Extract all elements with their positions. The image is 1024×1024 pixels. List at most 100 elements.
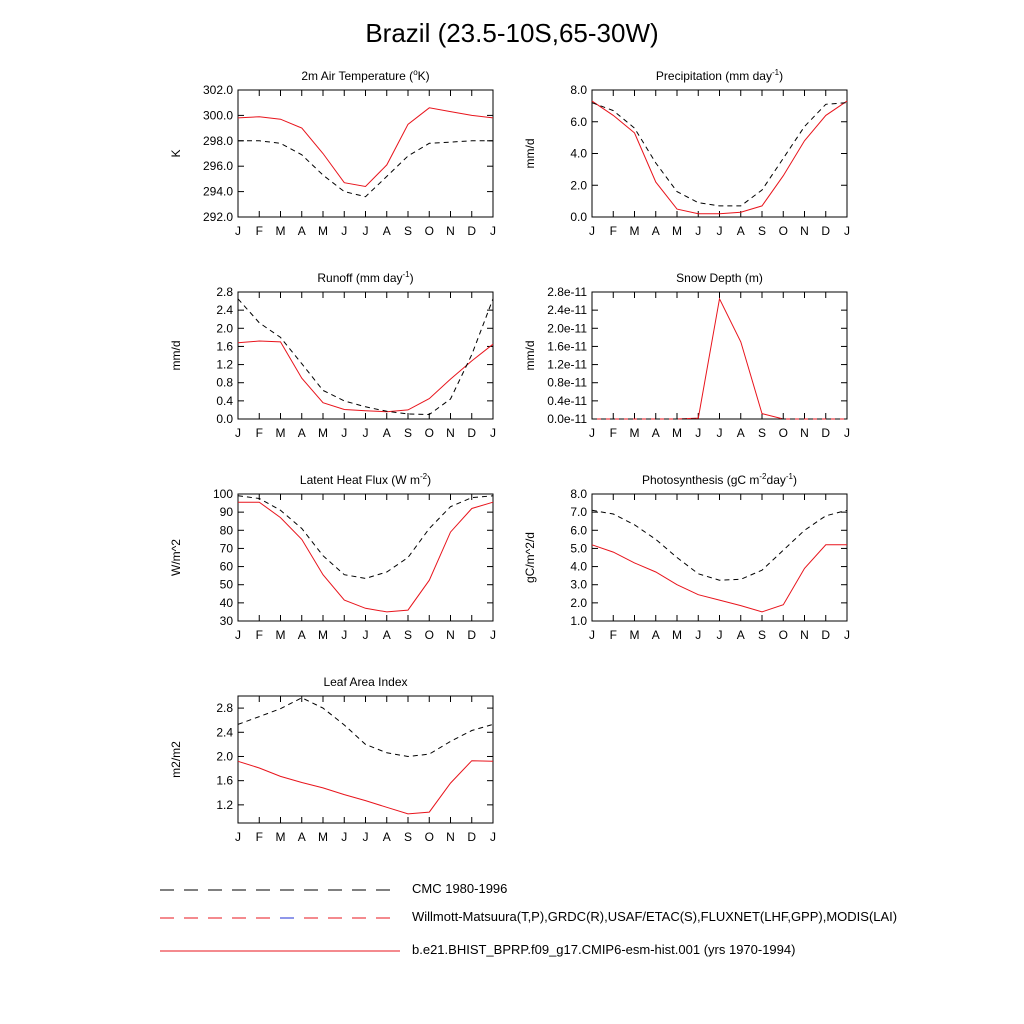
y-tick-label: 0.4e-11 bbox=[547, 394, 587, 408]
x-tick-label: M bbox=[672, 628, 682, 642]
x-tick-label: J bbox=[341, 426, 347, 440]
x-tick-label: S bbox=[404, 830, 412, 844]
x-tick-label: S bbox=[404, 628, 412, 642]
x-tick-label: F bbox=[256, 628, 263, 642]
x-tick-label: F bbox=[256, 224, 263, 238]
y-axis-label: m2/m2 bbox=[169, 741, 183, 778]
y-tick-label: 0.8e-11 bbox=[547, 376, 587, 390]
y-tick-label: 1.2 bbox=[216, 358, 233, 372]
y-tick-label: 302.0 bbox=[203, 83, 233, 97]
x-tick-label: M bbox=[318, 426, 328, 440]
x-tick-label: A bbox=[383, 628, 391, 642]
legend-label-cmc: CMC 1980-1996 bbox=[412, 881, 508, 896]
y-tick-label: 100 bbox=[213, 487, 233, 501]
y-tick-label: 4.0 bbox=[570, 560, 587, 574]
y-tick-label: 8.0 bbox=[570, 83, 587, 97]
series-line-obs bbox=[238, 140, 493, 198]
y-axis-label: mm/d bbox=[523, 341, 537, 371]
x-tick-label: A bbox=[298, 628, 306, 642]
x-tick-label: J bbox=[363, 224, 369, 238]
y-tick-label: 1.0 bbox=[570, 614, 587, 628]
series-line-model bbox=[237, 107, 494, 188]
series-line-obs bbox=[591, 509, 848, 581]
y-tick-label: 70 bbox=[220, 541, 234, 555]
series-line-model bbox=[237, 340, 494, 413]
panel-title: Latent Heat Flux (W m-2) bbox=[300, 472, 431, 487]
panel-runoff: Runoff (mm day-1) mm/d 0.0 0.4 0.8 1.2 1.6 2.0 2… bbox=[169, 270, 496, 440]
panel-title: Runoff (mm day-1) bbox=[317, 270, 413, 285]
x-tick-label: J bbox=[589, 628, 595, 642]
y-tick-label: 300.0 bbox=[203, 108, 233, 122]
x-tick-label: D bbox=[821, 628, 830, 642]
x-tick-label: A bbox=[737, 224, 745, 238]
x-tick-label: S bbox=[758, 426, 766, 440]
y-axis-label: W/m^2 bbox=[169, 539, 183, 576]
x-tick-label: F bbox=[610, 628, 617, 642]
x-tick-label: J bbox=[363, 830, 369, 844]
x-tick-label: J bbox=[717, 628, 723, 642]
y-tick-label: 5.0 bbox=[570, 541, 587, 555]
x-tick-label: J bbox=[844, 628, 850, 642]
x-tick-label: J bbox=[695, 426, 701, 440]
x-tick-label: S bbox=[404, 224, 412, 238]
x-tick-label: D bbox=[821, 224, 830, 238]
x-tick-label: D bbox=[821, 426, 830, 440]
x-tick-label: O bbox=[779, 224, 788, 238]
x-tick-label: O bbox=[779, 426, 788, 440]
x-tick-label: A bbox=[383, 426, 391, 440]
x-tick-label: N bbox=[800, 426, 809, 440]
y-tick-label: 1.6 bbox=[216, 339, 233, 353]
series-line-model bbox=[237, 760, 494, 815]
panel-title: 2m Air Temperature (oK) bbox=[301, 68, 429, 83]
x-tick-label: O bbox=[425, 224, 434, 238]
legend-label-obs: Willmott-Matsuura(T,P),GRDC(R),USAF/ETAC… bbox=[412, 909, 898, 924]
x-tick-label: J bbox=[235, 426, 241, 440]
series-line-model bbox=[238, 501, 494, 613]
x-tick-label: M bbox=[672, 224, 682, 238]
panel-title: Photosynthesis (gC m-2day-1) bbox=[642, 472, 797, 487]
plot-frame bbox=[591, 89, 848, 218]
x-tick-label: J bbox=[717, 426, 723, 440]
y-tick-label: 2.0 bbox=[570, 178, 587, 192]
y-tick-label: 90 bbox=[220, 505, 234, 519]
x-tick-label: J bbox=[363, 426, 369, 440]
plot-frame bbox=[237, 89, 494, 218]
y-tick-label: 0.4 bbox=[216, 394, 233, 408]
x-tick-label: O bbox=[425, 830, 434, 844]
y-tick-label: 0.0e-11 bbox=[547, 412, 587, 426]
x-tick-label: J bbox=[235, 628, 241, 642]
x-tick-label: N bbox=[800, 224, 809, 238]
panel-precip: Precipitation (mm day-1) mm/d 0.0 2.0 4.0 6.0… bbox=[523, 68, 850, 238]
y-tick-label: 6.0 bbox=[570, 115, 587, 129]
y-tick-label: 294.0 bbox=[203, 185, 233, 199]
x-tick-label: O bbox=[425, 628, 434, 642]
x-tick-label: S bbox=[758, 628, 766, 642]
y-tick-label: 0.8 bbox=[216, 376, 233, 390]
y-tick-label: 3.0 bbox=[570, 578, 587, 592]
x-tick-label: M bbox=[276, 224, 286, 238]
x-tick-label: M bbox=[672, 426, 682, 440]
x-tick-label: D bbox=[467, 830, 476, 844]
x-tick-label: D bbox=[467, 224, 476, 238]
x-tick-label: M bbox=[276, 830, 286, 844]
x-tick-label: J bbox=[589, 426, 595, 440]
y-tick-label: 296.0 bbox=[203, 159, 233, 173]
y-tick-label: 8.0 bbox=[570, 487, 587, 501]
x-tick-label: J bbox=[341, 830, 347, 844]
series-line-obs bbox=[237, 495, 494, 579]
plot-frame bbox=[591, 291, 848, 420]
x-tick-label: D bbox=[467, 426, 476, 440]
x-tick-label: J bbox=[341, 628, 347, 642]
y-axis-label: gC/m^2/d bbox=[523, 532, 537, 583]
x-tick-label: A bbox=[298, 224, 306, 238]
x-tick-label: A bbox=[298, 830, 306, 844]
y-tick-label: 4.0 bbox=[570, 147, 587, 161]
series-line-model bbox=[591, 544, 847, 613]
y-tick-label: 60 bbox=[220, 560, 234, 574]
x-tick-label: A bbox=[383, 830, 391, 844]
legend-line-model bbox=[160, 950, 400, 952]
x-tick-label: N bbox=[446, 224, 455, 238]
x-tick-label: M bbox=[318, 830, 328, 844]
